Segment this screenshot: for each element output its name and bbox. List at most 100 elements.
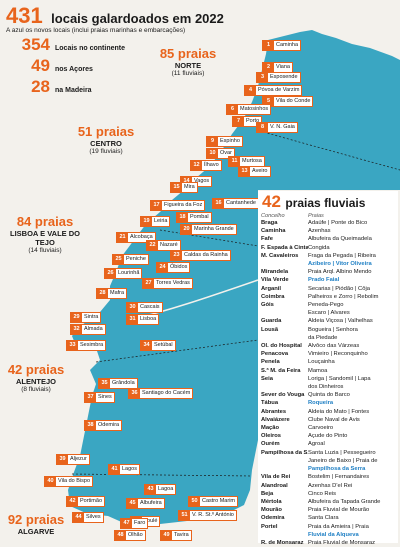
place-name: Pombal [190,214,209,220]
river-beach-row: Guarda Aldeia Viçosa | Valhelhas [258,317,398,325]
river-beach-row: Caminha Azenhas [258,227,398,235]
region-centro: 51 praias CENTRO (19 fluviais) [66,124,146,155]
place-name: Caldas da Rainha [184,252,228,258]
concelho-cell: Pampilhosa da S. [261,449,308,456]
place-number: 11 [229,157,240,166]
region-name: ALGARVE [17,527,55,536]
place-name: Mira [184,184,195,190]
region-name: CENTRO [90,139,122,148]
place-number: 51 [179,511,190,520]
place-label: 49 Tavira [160,530,192,541]
place-number: 34 [141,341,152,350]
page-title: locais galardoados em 2022 [51,11,224,26]
river-beach-row: Coimbra Palheiros e Zorro | Rebolim [258,293,398,301]
river-beach-row: Tábua Roqueira [258,399,398,407]
place-label: 51 V. R. St.º António [178,510,237,521]
place-label: 40 Vila do Bispo [44,476,94,487]
concelho-cell: Abrantes [261,408,287,415]
place-number: 14 [181,177,192,186]
river-beach-row: F. Espada à Cinta Congida [258,244,398,252]
concelho-cell: Beja [261,490,274,497]
place-number: 49 [161,531,172,540]
river-beach-row: Mértola Albufeira da Tapada Grande [258,498,398,506]
concelho-cell: Seia [261,375,273,382]
place-name: Tavira [174,532,189,538]
concelho-cell: M. Cavaleiros [261,252,299,259]
place-number: 18 [177,213,188,222]
concelho-cell: Lousã [261,326,279,333]
praias-cell: Praia Arql. Albino Mendo [308,269,372,276]
place-name: Santiago do Cacém [142,390,191,396]
place-label: 15 Mira [170,182,198,193]
praias-cell: Cinco Reis [308,490,337,497]
place-name: Porto [246,118,260,124]
praias-cell: Peneda-Pego [308,302,344,309]
place-name: Loulé [144,518,158,524]
place-name: Lagos [122,466,137,472]
region-name: ALENTEJO [15,377,56,386]
concelho-cell: Mértola [261,498,282,505]
place-number: 10 [207,149,218,158]
region-name: NORTE [174,61,202,70]
praias-cell: Azenhas [308,228,331,235]
region-lisboa: 84 praias LISBOA E VALE DO TEJO (14 fluv… [4,214,86,254]
place-number: 15 [171,183,182,192]
concelho-cell [261,334,308,342]
region-name: LISBOA E VALE DO TEJO [9,229,80,247]
boundary-norte-centro [255,129,400,171]
river-beach-row: Beja Cinco Reis [258,490,398,498]
place-name: Portimão [80,498,103,504]
place-label: 37 Sines [84,392,115,403]
river-beach-row: Penela Louçainha [258,358,398,366]
praias-cell: Açude do Pinto [308,433,348,440]
place-label: 45 Albufeira [126,498,165,509]
river-beach-row: Mirandela Praia Arql. Albino Mendo [258,268,398,276]
praias-cell: Janeiro de Baixo | Praia de [308,457,378,464]
place-number: 7 [233,117,244,126]
concelho-cell: Vila de Rei [261,474,291,481]
stat-continente: 354 Locais no continente [6,35,306,55]
concelho-cell: Mirandela [261,269,289,276]
praias-cell: Loriga | Sandomil | Lapa [308,375,371,382]
praias-cell: Prado Faial [308,277,340,284]
place-name: Figueira da Foz [164,202,203,208]
region-count: 42 praias [7,362,65,377]
praias-cell: Santa Clara [308,515,339,522]
place-number: 6 [227,105,238,114]
place-label: 43 Lagoa [144,484,177,495]
concelho-cell: Fafe [261,236,273,243]
place-number: 16 [213,199,224,208]
concelho-cell [261,383,308,391]
river-beaches-list: Braga Adaúfe | Ponte do Bico Caminha Azenha… [258,219,398,547]
place-number: 13 [239,167,250,176]
concelho-cell: Mourão [261,507,282,514]
region-norte: 85 praias NORTE (11 fluviais) [148,46,228,77]
river-beach-row: Azibeiro | Vitor Oliveira [258,260,398,268]
concelho-cell: Guarda [261,318,282,325]
place-label: 20 Marinha Grande [180,224,237,235]
concelho-cell [261,260,308,268]
place-name: Murtosa [242,158,262,164]
region-count: 84 praias [16,214,74,229]
place-number: 36 [129,389,140,398]
place-name: Torres Vedras [156,280,190,286]
place-number: 44 [73,513,84,522]
place-number: 27 [143,279,154,288]
place-label: 50 Castro Marim [188,496,239,507]
place-name: Póvoa de Varzim [258,87,300,93]
place-number: 3 [257,73,268,82]
place-number: 20 [181,225,192,234]
river-beach-row: Alvaiázere Clube Naval de Avis [258,416,398,424]
concelho-cell: Alandroal [261,482,288,489]
stat-acores: 49 nos Açores [6,56,306,76]
place-name: Faro [134,520,146,526]
place-name: Lourinhã [118,270,140,276]
concelho-cell: Oleiros [261,433,281,440]
place-label: 32 Almada [70,324,106,335]
stat-value: 354 [21,35,50,54]
concelho-cell: Ol. do Hospital [261,343,302,350]
concelho-cell: Sever do Vouga [261,392,305,399]
place-name: Peniche [126,256,146,262]
concelho-cell: Góis [261,302,274,309]
place-name: Cantanhede [226,200,256,206]
